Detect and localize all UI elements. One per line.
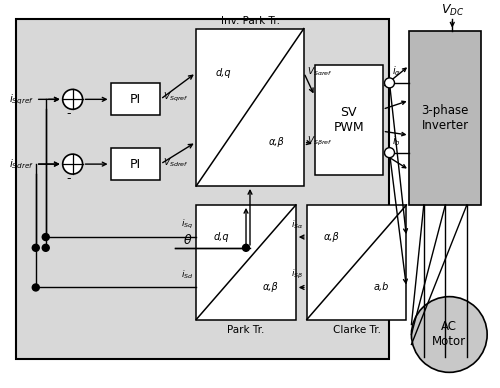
- Bar: [196, 205, 296, 320]
- Text: α,β: α,β: [269, 137, 285, 147]
- Circle shape: [32, 284, 40, 291]
- Bar: [307, 205, 406, 320]
- Text: Park Tr.: Park Tr.: [228, 324, 264, 334]
- Text: AC
Motor: AC Motor: [432, 320, 466, 348]
- Text: -: -: [66, 171, 71, 185]
- Text: Clarke Tr.: Clarke Tr.: [332, 324, 380, 334]
- Text: PI: PI: [130, 158, 141, 171]
- Circle shape: [42, 244, 49, 251]
- Circle shape: [42, 234, 49, 241]
- Circle shape: [412, 297, 487, 372]
- Circle shape: [62, 89, 82, 109]
- Text: $i_b$: $i_b$: [392, 134, 401, 148]
- Text: $i_{Sd}$: $i_{Sd}$: [180, 269, 193, 281]
- Circle shape: [242, 244, 250, 251]
- Text: $V_{S\alpha ref}$: $V_{S\alpha ref}$: [307, 66, 332, 78]
- Text: d,q: d,q: [216, 68, 231, 78]
- Text: α,β: α,β: [263, 282, 279, 293]
- Text: $\theta$: $\theta$: [183, 233, 192, 247]
- Text: a,b: a,b: [374, 282, 389, 293]
- Circle shape: [384, 148, 394, 158]
- Bar: [16, 19, 390, 359]
- Circle shape: [62, 154, 82, 174]
- Text: $i_{Sdref}$: $i_{Sdref}$: [9, 157, 34, 171]
- Text: $i_{S\beta}$: $i_{S\beta}$: [292, 268, 304, 281]
- Text: α,β: α,β: [324, 232, 340, 242]
- Text: PI: PI: [130, 93, 141, 106]
- Bar: [410, 31, 481, 205]
- Text: 3-phase
Inverter: 3-phase Inverter: [422, 104, 469, 132]
- Text: SV
PWM: SV PWM: [334, 106, 364, 134]
- Text: d,q: d,q: [214, 232, 229, 242]
- Text: $i_{Sqref}$: $i_{Sqref}$: [9, 92, 34, 107]
- Text: $i_\alpha$: $i_\alpha$: [392, 64, 402, 78]
- Text: $V_{Sqref}$: $V_{Sqref}$: [164, 91, 189, 104]
- Text: $V_{DC}$: $V_{DC}$: [440, 3, 464, 18]
- Circle shape: [384, 78, 394, 88]
- Bar: [315, 66, 382, 175]
- Text: $V_{Sdref}$: $V_{Sdref}$: [164, 156, 189, 169]
- Text: -: -: [66, 107, 71, 120]
- Text: Inv. Park Tr.: Inv. Park Tr.: [220, 16, 280, 26]
- Bar: [110, 148, 160, 180]
- Text: $i_{S\alpha}$: $i_{S\alpha}$: [291, 218, 304, 231]
- Bar: [110, 83, 160, 115]
- Text: $V_{S\beta ref}$: $V_{S\beta ref}$: [307, 135, 332, 148]
- Bar: [196, 29, 304, 186]
- Circle shape: [32, 244, 40, 251]
- Text: $i_{Sq}$: $i_{Sq}$: [181, 218, 193, 231]
